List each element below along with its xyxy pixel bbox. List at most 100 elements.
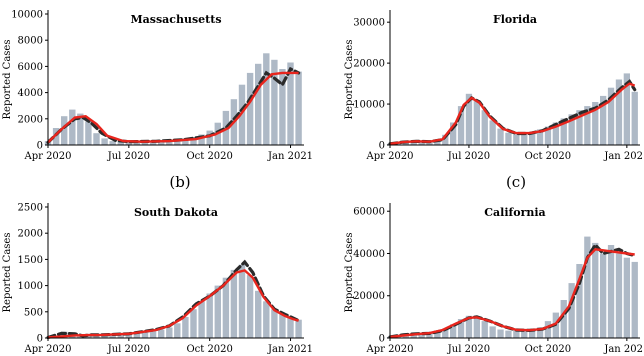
daily-case-bar: [600, 95, 607, 145]
daily-case-bar: [489, 120, 496, 145]
daily-case-bar: [434, 140, 441, 145]
x-tick-label: Jan 2021: [603, 151, 644, 162]
daily-case-bar: [69, 109, 76, 145]
daily-case-bar: [457, 319, 465, 338]
daily-case-bar: [190, 137, 197, 145]
daily-case-bar: [255, 63, 262, 145]
daily-case-bar: [263, 301, 270, 338]
x-tick-label: Jul 2020: [107, 151, 150, 162]
y-tick-label: 2000: [18, 114, 43, 125]
daily-case-bar: [61, 116, 68, 145]
x-tick-label: Jul 2020: [107, 344, 150, 355]
daily-case-bar: [125, 142, 132, 145]
daily-case-bar: [529, 131, 536, 145]
daily-case-bar: [166, 327, 173, 338]
daily-case-bar: [287, 62, 294, 145]
daily-case-bar: [158, 140, 165, 145]
y-tick-label: 8000: [18, 36, 43, 47]
daily-case-bar: [255, 290, 262, 338]
daily-case-bar: [77, 113, 84, 145]
panel-title: South Dakota: [134, 206, 218, 219]
daily-case-bar: [279, 69, 286, 145]
daily-case-bar: [246, 72, 254, 145]
daily-case-bar: [206, 130, 213, 145]
daily-case-bar: [117, 334, 124, 338]
daily-case-bar: [465, 93, 473, 145]
daily-case-bar: [263, 53, 270, 145]
x-tick-label: Oct 2020: [186, 151, 232, 162]
daily-case-bar: [568, 283, 575, 338]
model-fit-line: [47, 269, 299, 339]
panel-title: Massachusetts: [130, 13, 221, 26]
daily-case-bar: [615, 253, 623, 338]
y-tick-label: 0: [37, 334, 43, 345]
y-tick-label: 4000: [18, 88, 43, 99]
daily-case-bar: [450, 324, 457, 338]
daily-case-bar: [584, 106, 591, 145]
daily-case-bar: [592, 102, 599, 145]
panel-florida: 0 10000 20000 30000 Apr 2020 Jul 2020 Oct 2020…: [344, 10, 644, 162]
daily-case-bar: [117, 141, 124, 145]
daily-case-bar: [631, 91, 638, 145]
daily-case-bar: [497, 128, 504, 145]
daily-case-bar: [607, 87, 615, 145]
daily-case-bar: [182, 317, 189, 338]
daily-case-bar: [497, 329, 504, 338]
y-tick-label: 60000: [353, 207, 385, 218]
daily-case-bar: [592, 242, 599, 338]
daily-case-bar: [418, 333, 425, 338]
daily-case-bar: [174, 139, 181, 145]
x-tick-label: Jan 2021: [267, 151, 313, 162]
daily-case-bar: [52, 128, 60, 145]
daily-case-bar: [513, 330, 520, 338]
daily-case-bar: [450, 122, 457, 145]
daily-case-bar: [513, 134, 520, 145]
x-tick-label: Oct 2020: [186, 344, 232, 355]
daily-case-bar: [133, 142, 141, 145]
panel-title: California: [484, 206, 545, 219]
daily-case-bar: [473, 316, 480, 338]
daily-case-bar: [600, 253, 607, 338]
daily-case-bar: [505, 330, 512, 338]
x-tick-label: Oct 2020: [525, 344, 571, 355]
smoothed-observed-line: [46, 66, 301, 144]
y-tick-label: 0: [379, 141, 385, 152]
daily-case-bar: [607, 245, 615, 338]
daily-case-bar: [238, 264, 246, 338]
y-axis-label: Reported Cases: [2, 233, 13, 313]
y-tick-label: 2000: [18, 229, 43, 240]
x-tick-label: Oct 2020: [525, 151, 571, 162]
daily-case-bar: [560, 118, 567, 145]
daily-case-bar: [141, 332, 149, 338]
y-tick-label: 10000: [353, 100, 385, 111]
daily-case-bar: [295, 319, 302, 338]
daily-case-bar: [271, 309, 278, 338]
daily-case-bar: [481, 321, 488, 338]
daily-case-bar: [536, 129, 544, 145]
daily-case-bar: [481, 110, 488, 145]
y-axis-label: Reported Cases: [344, 233, 355, 313]
daily-case-bar: [190, 309, 197, 338]
daily-case-bar: [521, 330, 528, 338]
daily-case-bar: [271, 59, 278, 145]
daily-case-bar: [230, 269, 238, 338]
y-tick-label: 30000: [353, 18, 385, 29]
x-tick-label: Jan 2021: [267, 344, 313, 355]
daily-case-bar: [529, 329, 536, 338]
daily-case-bar: [410, 333, 417, 338]
daily-case-bar: [214, 285, 221, 338]
y-tick-label: 2500: [18, 203, 43, 214]
daily-case-bar: [410, 141, 417, 145]
y-tick-label: 20000: [353, 291, 385, 302]
daily-case-bar: [109, 141, 116, 145]
daily-case-bar: [552, 122, 559, 145]
daily-case-bar: [426, 332, 433, 338]
y-tick-label: 500: [24, 307, 43, 318]
daily-case-bar: [85, 121, 92, 145]
daily-case-bar: [149, 331, 157, 338]
daily-case-bar: [473, 100, 480, 145]
daily-case-bar: [149, 141, 157, 145]
x-tick-label: Jan 2021: [603, 344, 644, 355]
y-axis-label: Reported Cases: [344, 40, 355, 120]
y-tick-label: 20000: [353, 59, 385, 70]
